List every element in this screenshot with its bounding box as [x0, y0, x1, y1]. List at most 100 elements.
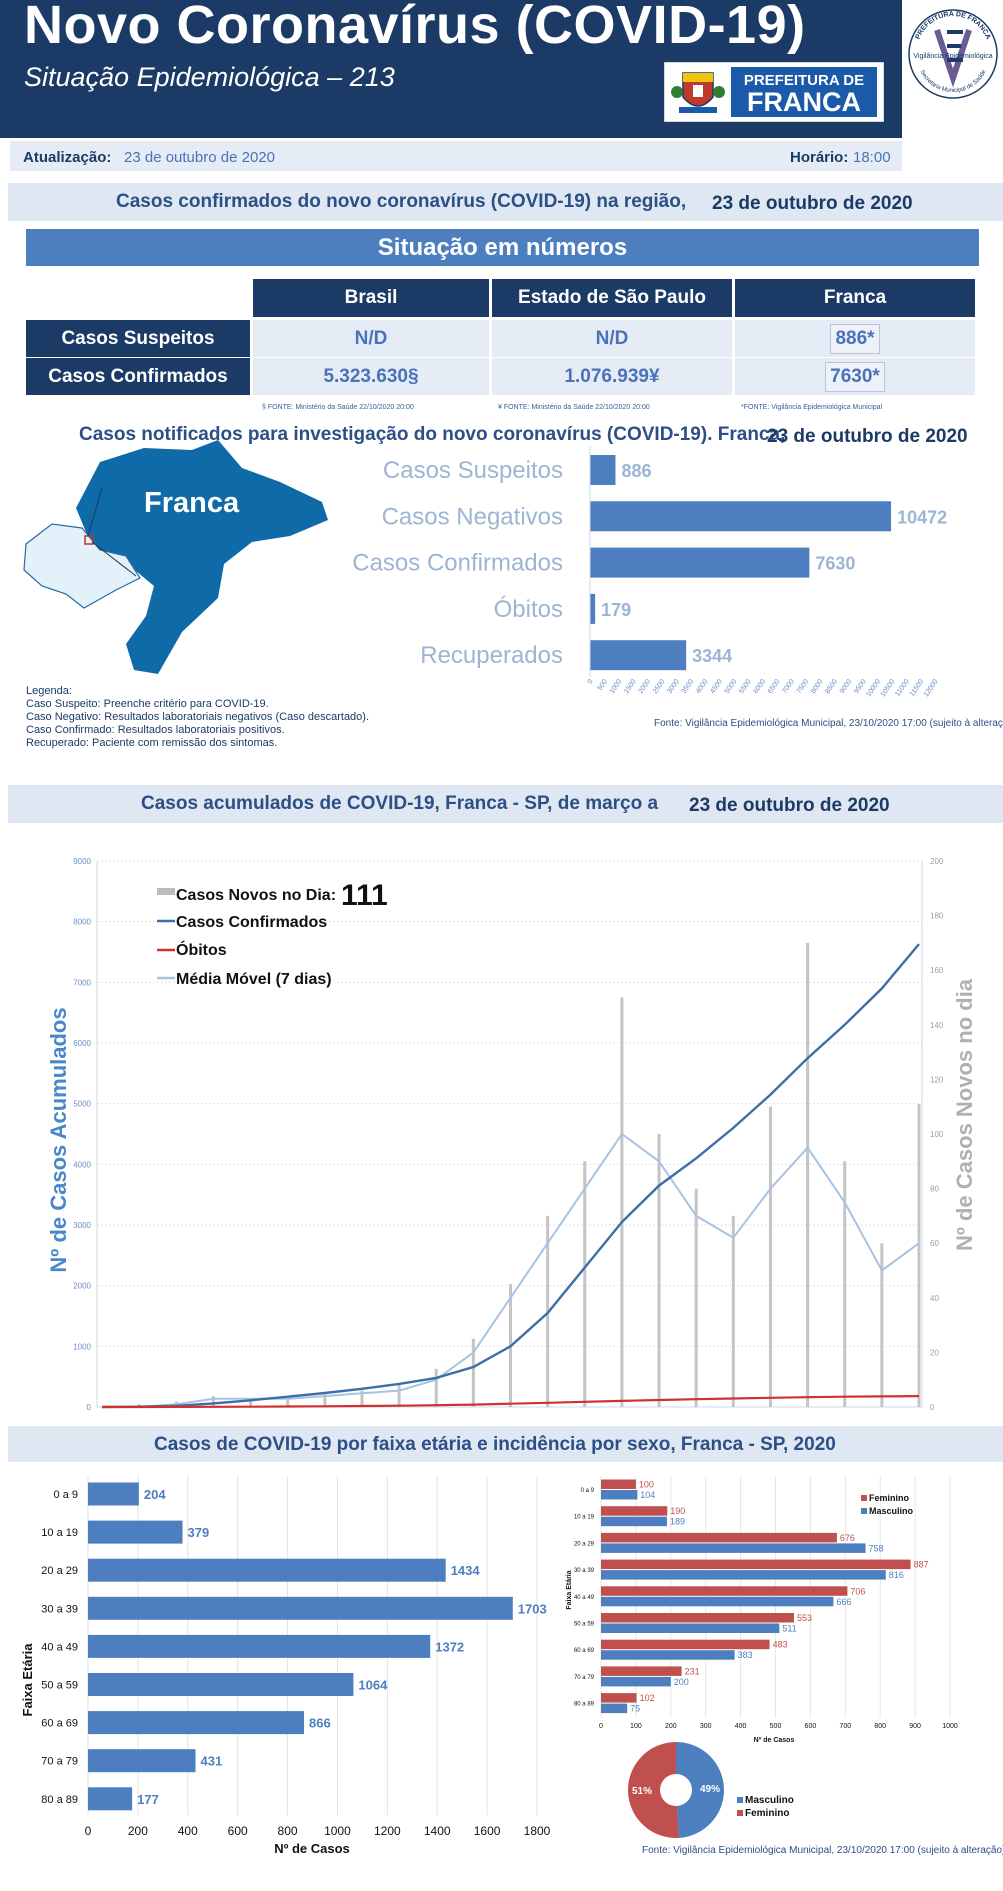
y-right-label: Nº de Casos Novos no dia — [952, 978, 977, 1251]
notified-tick-label: 7000 — [781, 678, 796, 695]
age-bar — [88, 1558, 446, 1582]
source-sp: ¥ FONTE: Ministério da Saúde 22/10/2020 … — [498, 404, 650, 411]
legend-heading: Legenda: — [26, 685, 72, 697]
age-category-label: 50 a 59 — [41, 1680, 78, 1692]
notified-source: Fonte: Vigilância Epidemiológica Municip… — [654, 718, 1003, 729]
sex-category-label: 30 a 39 — [574, 1568, 595, 1574]
source-franca: *FONTE: Vigilância Epidemiológica Munici… — [741, 404, 883, 411]
source-brasil: § FONTE: Ministério da Saúde 22/10/2020 … — [262, 404, 414, 411]
age-x-tick: 600 — [228, 1824, 248, 1838]
pie-legend-female-swatch — [737, 1810, 743, 1816]
notified-tick-label: 3500 — [681, 678, 696, 695]
pie-legend-female: Feminino — [745, 1808, 789, 1819]
time-label: Horário: — [790, 149, 849, 166]
notified-tick-label: 2000 — [637, 678, 652, 695]
age-value-label: 379 — [188, 1525, 210, 1540]
notified-category-label: Casos Negativos — [382, 503, 563, 530]
sex-bar-feminino — [601, 1666, 682, 1676]
sex-bar-feminino — [601, 1559, 911, 1570]
cumulative-left-tick: 4000 — [73, 1160, 91, 1169]
update-date: 23 de outubro de 2020 — [124, 149, 275, 166]
sex-x-tick: 500 — [770, 1723, 782, 1730]
column-header-sao-paulo: Estado de São Paulo — [492, 279, 732, 317]
cell-franca-suspeitos-wrap: 886* — [735, 320, 975, 357]
page-subtitle: Situação Epidemiológica – 213 — [24, 62, 395, 92]
legend-recuperado: Recuperado: Paciente com remissão dos si… — [26, 737, 278, 749]
notified-bar — [590, 455, 616, 485]
age-bar — [88, 1596, 513, 1620]
age-bar — [88, 1634, 431, 1658]
notified-title: Casos notificados para investigação do n… — [79, 424, 786, 445]
sex-category-label: 50 a 59 — [574, 1622, 595, 1628]
city-crest-icon — [671, 72, 725, 113]
column-header-franca: Franca — [735, 279, 975, 317]
sex-x-tick: 700 — [839, 1723, 851, 1730]
cell-sp-suspeitos: N/D — [492, 320, 732, 357]
age-x-tick: 400 — [178, 1824, 198, 1838]
cumulative-left-tick: 6000 — [73, 1039, 91, 1048]
sex-value-label: 231 — [685, 1666, 700, 1676]
age-bar — [88, 1787, 133, 1811]
prefeitura-logo-line1: PREFEITURA DE — [743, 72, 865, 89]
sex-value-label: 100 — [639, 1480, 654, 1490]
notified-tick-label: 10500 — [880, 678, 897, 698]
age-chart: 204 379 1434 1703 1372 1064 866 431 177 0 a 9 10 … — [20, 1476, 551, 1856]
age-value-label: 866 — [309, 1716, 331, 1731]
age-title: Casos de COVID-19 por faixa etária e inc… — [154, 1434, 836, 1455]
cell-brasil-confirmados: 5.323.630§ — [253, 358, 489, 395]
notified-tick-label: 2500 — [652, 678, 667, 695]
sex-category-label: 20 a 29 — [574, 1541, 595, 1547]
notified-tick-label: 5000 — [724, 678, 739, 695]
notified-tick-label: 4500 — [709, 678, 724, 695]
age-x-tick: 1200 — [374, 1824, 401, 1838]
legend-new-cases-swatch — [157, 888, 175, 895]
notified-value-label: 7630 — [815, 554, 855, 574]
sex-value-label: 553 — [797, 1613, 812, 1623]
cumulative-right-tick: 100 — [930, 1130, 944, 1139]
legend-female-swatch — [861, 1495, 867, 1501]
sex-bar-masculino — [601, 1623, 780, 1633]
sex-x-tick: 800 — [874, 1723, 886, 1730]
notified-bar — [590, 547, 810, 578]
age-category-label: 0 a 9 — [54, 1489, 78, 1501]
age-category-label: 30 a 39 — [41, 1603, 78, 1615]
notified-bar — [590, 640, 687, 671]
cell-franca-suspeitos: 886* — [830, 324, 880, 354]
sex-x-tick: 100 — [630, 1723, 642, 1730]
age-section-bar: Casos de COVID-19 por faixa etária e inc… — [8, 1426, 1003, 1462]
notified-chart: Casos Suspeitos Casos Negativos Casos Conf… — [352, 446, 947, 698]
cumulative-right-tick: 40 — [930, 1294, 939, 1303]
sex-bar-feminino — [601, 1693, 637, 1703]
update-bar: Atualização: 23 de outubro de 2020 Horár… — [10, 141, 902, 171]
notified-tick-label: 7500 — [796, 678, 811, 695]
sex-x-tick: 200 — [665, 1723, 677, 1730]
notified-tick-label: 6000 — [752, 678, 767, 695]
pie-legend-male: Masculino — [745, 1795, 794, 1806]
sex-bar-feminino — [601, 1613, 794, 1623]
sex-bar-masculino — [601, 1676, 671, 1687]
sex-chart: 1001041901896767588878167066665535114833… — [566, 1476, 958, 1744]
notified-category-label: Casos Confirmados — [352, 550, 563, 577]
age-category-label: 60 a 69 — [41, 1718, 78, 1730]
notified-tick-label: 5500 — [738, 678, 753, 695]
sex-value-label: 676 — [840, 1533, 855, 1543]
sex-x-tick: 0 — [599, 1723, 603, 1730]
age-value-label: 1434 — [451, 1563, 481, 1578]
region-section-bar: Casos confirmados do novo coronavírus (C… — [8, 183, 1003, 221]
prefeitura-logo: PREFEITURA DE FRANCA — [664, 62, 884, 122]
age-x-label: Nº de Casos — [274, 1841, 350, 1856]
age-category-label: 10 a 19 — [41, 1527, 78, 1539]
sex-category-label: 60 a 69 — [574, 1648, 595, 1654]
sex-value-label: 483 — [773, 1640, 788, 1650]
age-x-tick: 1800 — [524, 1824, 551, 1838]
sex-value-label: 706 — [850, 1586, 865, 1596]
age-x-tick: 1400 — [424, 1824, 451, 1838]
vigilancia-epidemiologica-logo: PREFEITURA DE FRANCA Secretaria Municipa… — [908, 9, 998, 99]
notified-value-label: 179 — [601, 600, 631, 620]
sex-bar-masculino — [601, 1703, 628, 1714]
sex-value-label: 102 — [640, 1693, 655, 1703]
cumulative-right-tick: 120 — [930, 1075, 944, 1084]
age-value-label: 1372 — [435, 1639, 464, 1654]
legend-suspeito: Caso Suspeito: Preenche critério para CO… — [26, 698, 269, 710]
sex-value-label: 200 — [674, 1677, 689, 1687]
